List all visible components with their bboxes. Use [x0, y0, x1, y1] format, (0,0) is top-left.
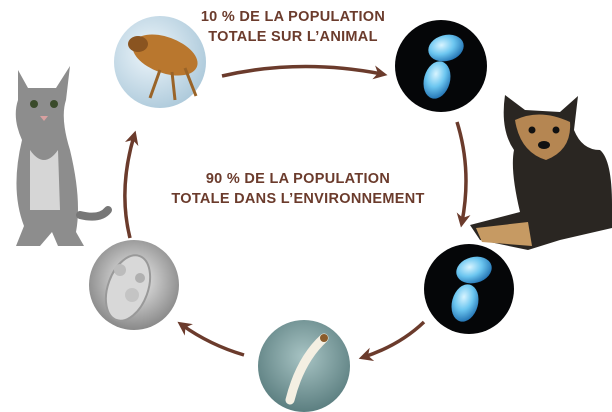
egg-image: [424, 244, 514, 334]
pupa-image: [89, 240, 179, 330]
caption-line: 10 % DE LA POPULATION: [201, 9, 385, 25]
arrow: [125, 136, 134, 238]
arrow: [182, 325, 244, 355]
caption-line: TOTALE SUR L’ANIMAL: [208, 29, 378, 45]
arrow: [222, 66, 382, 76]
flea-life-cycle: 10 % DE LA POPULATION TOTALE SUR L’ANIMA…: [0, 0, 612, 412]
flea-image: [114, 16, 206, 108]
dog-image: [470, 95, 612, 250]
larva-image: [258, 320, 350, 412]
arrow: [457, 122, 466, 222]
egg-image: [395, 20, 487, 112]
caption-line: TOTALE DANS L’ENVIRONNEMENT: [171, 191, 424, 207]
caption-line: 90 % DE LA POPULATION: [206, 171, 390, 187]
cat-image: [16, 66, 108, 246]
arrow: [364, 322, 424, 357]
